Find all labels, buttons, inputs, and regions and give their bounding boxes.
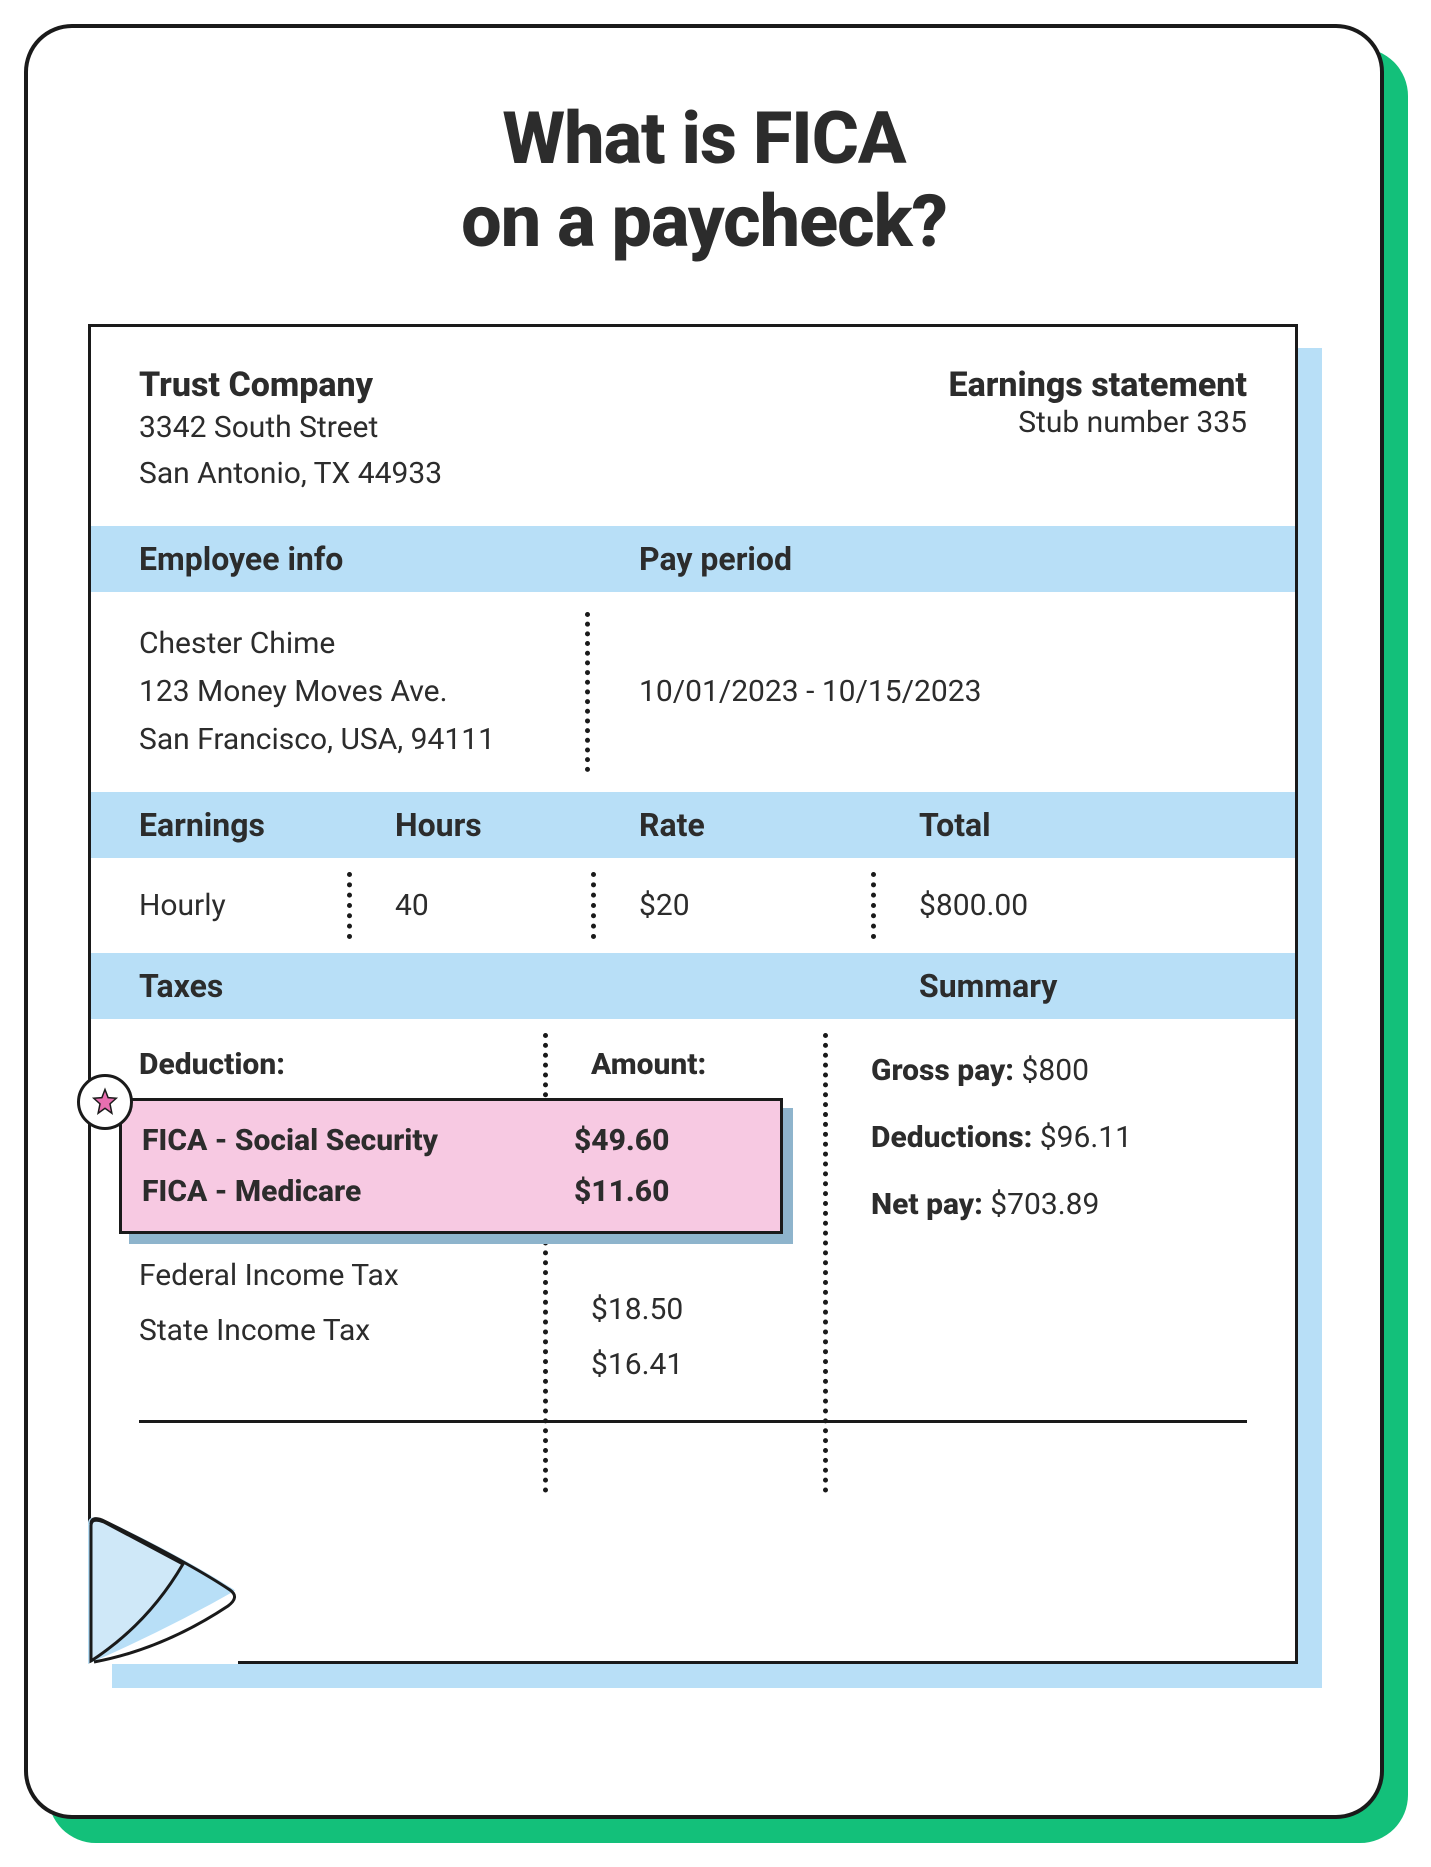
label-summary: Summary: [919, 967, 1295, 1005]
label-pay-period: Pay period: [639, 540, 1295, 578]
earnings-rate: $20: [591, 888, 871, 923]
title-line-2: on a paycheck?: [461, 179, 947, 264]
fica-ss-label: FICA - Social Security: [142, 1123, 574, 1158]
earnings-total: $800.00: [871, 888, 1295, 923]
label-deduction: Deduction:: [139, 1047, 285, 1082]
fica-highlight: FICA - Social Security $49.60 FICA - Med…: [119, 1098, 783, 1234]
company-addr2: San Antonio, TX 44933: [139, 451, 442, 498]
employee-body: Chester Chime 123 Money Moves Ave. San F…: [91, 592, 1295, 792]
fica-highlight-box: FICA - Social Security $49.60 FICA - Med…: [119, 1098, 783, 1234]
fica-med-amount: $11.60: [574, 1174, 760, 1209]
fed-tax-label: Federal Income Tax: [139, 1248, 591, 1303]
spacer: [639, 967, 919, 1005]
earnings-body: Hourly 40 $20 $800.00: [91, 858, 1295, 953]
vdots: [591, 872, 596, 939]
paystub: Trust Company 3342 South Street San Anto…: [88, 324, 1298, 1664]
company-name: Trust Company: [139, 365, 442, 405]
fica-ss-amount: $49.60: [574, 1123, 760, 1158]
divider: [139, 1420, 1247, 1423]
deductions-value: $96.11: [1040, 1120, 1132, 1155]
label-hours: Hours: [395, 806, 639, 844]
employee-col: Chester Chime 123 Money Moves Ave. San F…: [139, 620, 585, 764]
band-taxes: Taxes Summary: [91, 953, 1295, 1019]
state-tax-amount: $16.41: [591, 1337, 823, 1392]
vdots: [823, 1033, 828, 1493]
label-rate: Rate: [639, 806, 919, 844]
star-icon: [77, 1074, 133, 1130]
statement-block: Earnings statement Stub number 335: [949, 365, 1247, 498]
summary-column: Gross pay: $800 Deductions: $96.11 Net p…: [823, 1037, 1295, 1392]
label-earnings: Earnings: [139, 806, 395, 844]
infographic-card: What is FICA on a paycheck? Trust Compan…: [24, 24, 1384, 1819]
company-addr1: 3342 South Street: [139, 405, 442, 452]
net-pay-value: $703.89: [990, 1187, 1099, 1222]
company-block: Trust Company 3342 South Street San Anto…: [139, 365, 442, 498]
earnings-hours: 40: [347, 888, 591, 923]
band-earnings: Earnings Hours Rate Total: [91, 792, 1295, 858]
employee-addr1: 123 Money Moves Ave.: [139, 668, 585, 716]
paystub-header: Trust Company 3342 South Street San Anto…: [91, 365, 1295, 526]
employee-name: Chester Chime: [139, 620, 585, 668]
vdots: [871, 872, 876, 939]
statement-title: Earnings statement: [949, 365, 1247, 405]
employee-addr2: San Francisco, USA, 94111: [139, 716, 585, 764]
page-fold-icon: [88, 1514, 238, 1664]
vdots: [347, 872, 352, 939]
label-net-pay: Net pay:: [871, 1187, 983, 1222]
band-employee: Employee info Pay period: [91, 526, 1295, 592]
deductions-row: Deductions: $96.11: [871, 1104, 1295, 1171]
label-deductions: Deductions:: [871, 1120, 1032, 1155]
title-line-1: What is FICA: [502, 96, 905, 181]
pay-period-value: 10/01/2023 - 10/15/2023: [585, 620, 1295, 764]
label-taxes: Taxes: [139, 967, 639, 1005]
earnings-type: Hourly: [139, 888, 347, 923]
paystub-wrap: Trust Company 3342 South Street San Anto…: [88, 324, 1320, 1694]
fica-med-label: FICA - Medicare: [142, 1174, 574, 1209]
gross-pay-row: Gross pay: $800: [871, 1037, 1295, 1104]
deduction-column: Deduction: FICA - Social Security $49.60…: [139, 1037, 591, 1392]
fed-tax-amount: $18.50: [591, 1282, 823, 1337]
label-amount: Amount:: [591, 1047, 706, 1082]
taxes-body: Deduction: FICA - Social Security $49.60…: [91, 1019, 1295, 1392]
label-gross-pay: Gross pay:: [871, 1053, 1014, 1088]
gross-pay-value: $800: [1021, 1053, 1088, 1088]
vdots: [585, 612, 590, 772]
net-pay-row: Net pay: $703.89: [871, 1171, 1295, 1238]
stub-number: Stub number 335: [949, 405, 1247, 440]
label-employee-info: Employee info: [139, 540, 639, 578]
label-total: Total: [919, 806, 1295, 844]
page-title: What is FICA on a paycheck?: [88, 98, 1320, 264]
state-tax-label: State Income Tax: [139, 1303, 591, 1358]
